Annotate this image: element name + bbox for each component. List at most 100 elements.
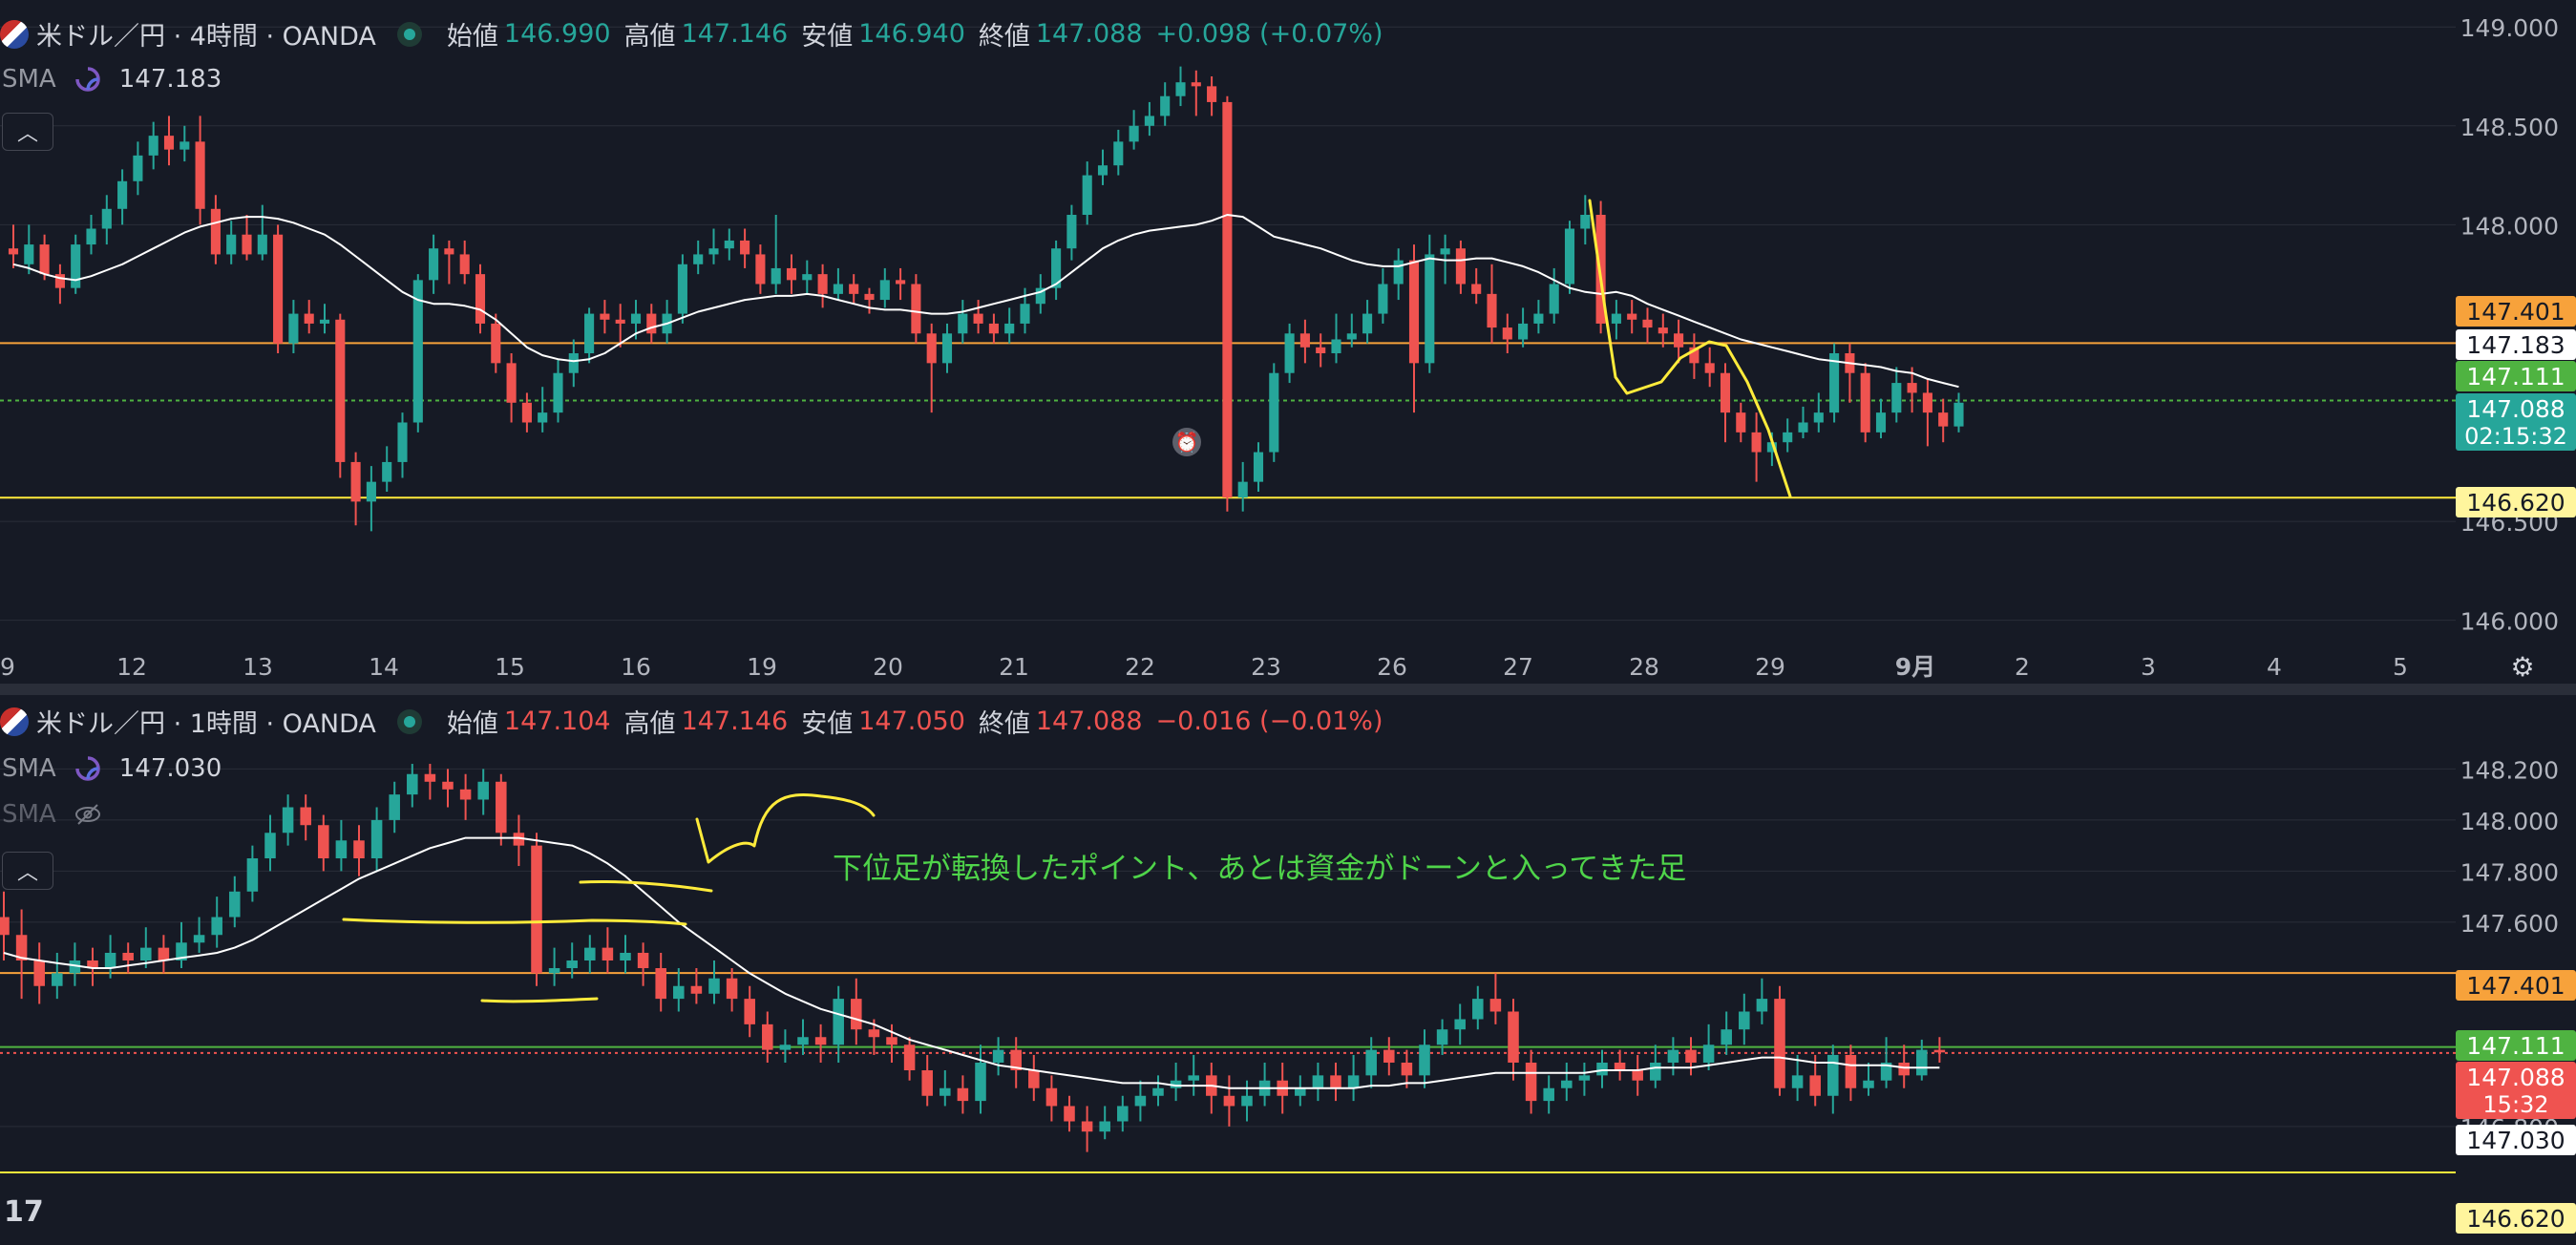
candle-body — [87, 960, 98, 969]
candle-body — [335, 319, 346, 462]
candle-body — [724, 240, 734, 249]
pane-divider[interactable] — [0, 684, 2576, 695]
candle-body — [282, 807, 294, 834]
chevron-up-icon: ︿ — [16, 122, 38, 146]
candlestick-chart-1h[interactable]: 146.800147.600147.800148.000148.200147.4… — [0, 695, 2576, 1245]
x-tick-label: 26 — [1377, 653, 1407, 681]
price-label — [2456, 1062, 2576, 1119]
candle-body — [1188, 1075, 1199, 1081]
x-tick-label: 3 — [2141, 653, 2156, 681]
candle-body — [101, 208, 112, 229]
candle-body — [1028, 1070, 1040, 1088]
candle-body — [1561, 1080, 1573, 1088]
price-label — [2456, 487, 2576, 517]
candle-body — [1875, 412, 1887, 433]
chevron-up-icon: ︿ — [16, 861, 38, 885]
collapse-legend-button[interactable]: ︿ — [2, 852, 53, 890]
candle-body — [429, 248, 439, 281]
candle-body — [140, 947, 152, 960]
x-tick-label: 23 — [1251, 653, 1281, 681]
sma-indicator-row[interactable]: SMA 147.030 — [2, 754, 222, 783]
candle-body — [24, 244, 34, 264]
sma-value: 147.030 — [118, 754, 222, 783]
eye-hidden-icon[interactable] — [74, 800, 102, 829]
candle-body — [1827, 1054, 1839, 1096]
candle-body — [896, 280, 906, 285]
candle-body — [1627, 313, 1637, 320]
hand-drawn-annotation-line — [695, 792, 876, 864]
candle-body — [513, 833, 525, 846]
candle-body — [1064, 1106, 1075, 1122]
candle-body — [1295, 1087, 1306, 1096]
x-tick-label: 27 — [1503, 653, 1533, 681]
candle-body — [273, 234, 284, 344]
candle-body — [69, 960, 81, 974]
hand-drawn-annotation-line — [342, 918, 687, 926]
y-tick-label: 148.000 — [2460, 212, 2559, 240]
ohlc-low-label: 安値 — [801, 709, 854, 739]
candle-body — [1191, 82, 1201, 87]
candle-body — [677, 264, 687, 314]
chart-pane-4h[interactable]: 146.000 146.500 148.000 148.500 149.000 147.4… — [0, 0, 2576, 686]
candle-body — [1222, 101, 1233, 498]
candle-body — [122, 952, 134, 960]
candle-body — [548, 968, 560, 974]
market-open-status-icon — [396, 708, 422, 734]
chart-pane-1h[interactable]: 146.800147.600147.800148.000148.200147.4… — [0, 695, 2576, 1245]
candle-body — [1813, 412, 1824, 423]
candle-body — [0, 917, 10, 936]
candle-body — [158, 947, 170, 960]
candle-body — [1502, 327, 1512, 340]
candle-body — [797, 1037, 809, 1045]
candle-body — [1082, 175, 1092, 215]
candle-body — [1720, 372, 1731, 413]
alarm-clock-icon[interactable]: ⏰ — [1172, 428, 1201, 456]
x-tick-label: 22 — [1125, 653, 1155, 681]
candle-body — [1798, 422, 1808, 433]
sma-hidden-indicator-row[interactable]: SMA — [2, 800, 119, 829]
candle-body — [755, 254, 766, 285]
candle-body — [1756, 999, 1768, 1012]
candle-body — [1144, 116, 1154, 126]
candle-body — [1440, 248, 1450, 255]
countdown-label: 15:32 — [2482, 1091, 2548, 1118]
ohlc-open-value: 147.104 — [503, 707, 611, 736]
symbol-title[interactable]: 米ドル／円 · 4時間 · OANDA — [36, 22, 376, 52]
candle-body — [133, 155, 143, 181]
candle-body — [52, 973, 63, 986]
candle-body — [726, 978, 738, 1000]
candle-body — [802, 274, 813, 281]
candle-body — [1774, 999, 1785, 1088]
sma-indicator-row[interactable]: SMA 147.183 — [2, 65, 222, 94]
price-label — [2456, 970, 2576, 1001]
candle-body — [496, 781, 507, 834]
candle-body — [1891, 383, 1902, 413]
candle-body — [833, 999, 844, 1045]
candle-body — [1766, 442, 1777, 453]
candle-body — [762, 1023, 773, 1050]
collapse-legend-button[interactable]: ︿ — [2, 113, 53, 151]
y-tick-label: 147.600 — [2460, 910, 2559, 938]
candle-body — [117, 180, 128, 209]
candle-body — [1269, 372, 1279, 453]
price-label-text: 147.088 — [2466, 395, 2565, 423]
candle-body — [39, 244, 50, 275]
candle-body — [957, 1087, 969, 1102]
candle-body — [779, 1045, 792, 1050]
candle-body — [1953, 402, 1964, 427]
ohlc-change: +0.098 (+0.07%) — [1155, 19, 1383, 49]
candle-body — [1253, 452, 1264, 482]
symbol-title[interactable]: 米ドル／円 · 1時間 · OANDA — [36, 709, 376, 739]
ohlc-high-label: 高値 — [623, 709, 676, 739]
candle-body — [193, 935, 205, 943]
candle-body — [54, 274, 65, 288]
y-tick-label: 149.000 — [2460, 14, 2559, 42]
candle-body — [1533, 313, 1544, 324]
candlestick-chart-4h[interactable]: 146.000146.500148.000148.500149.000147.4… — [0, 0, 2576, 686]
candle-body — [229, 891, 241, 918]
settings-icon[interactable]: ⚙ — [2510, 650, 2535, 683]
candle-body — [1751, 432, 1762, 453]
candle-body — [615, 319, 625, 324]
x-tick-label: 19 — [747, 653, 777, 681]
candle-body — [1596, 1062, 1608, 1076]
